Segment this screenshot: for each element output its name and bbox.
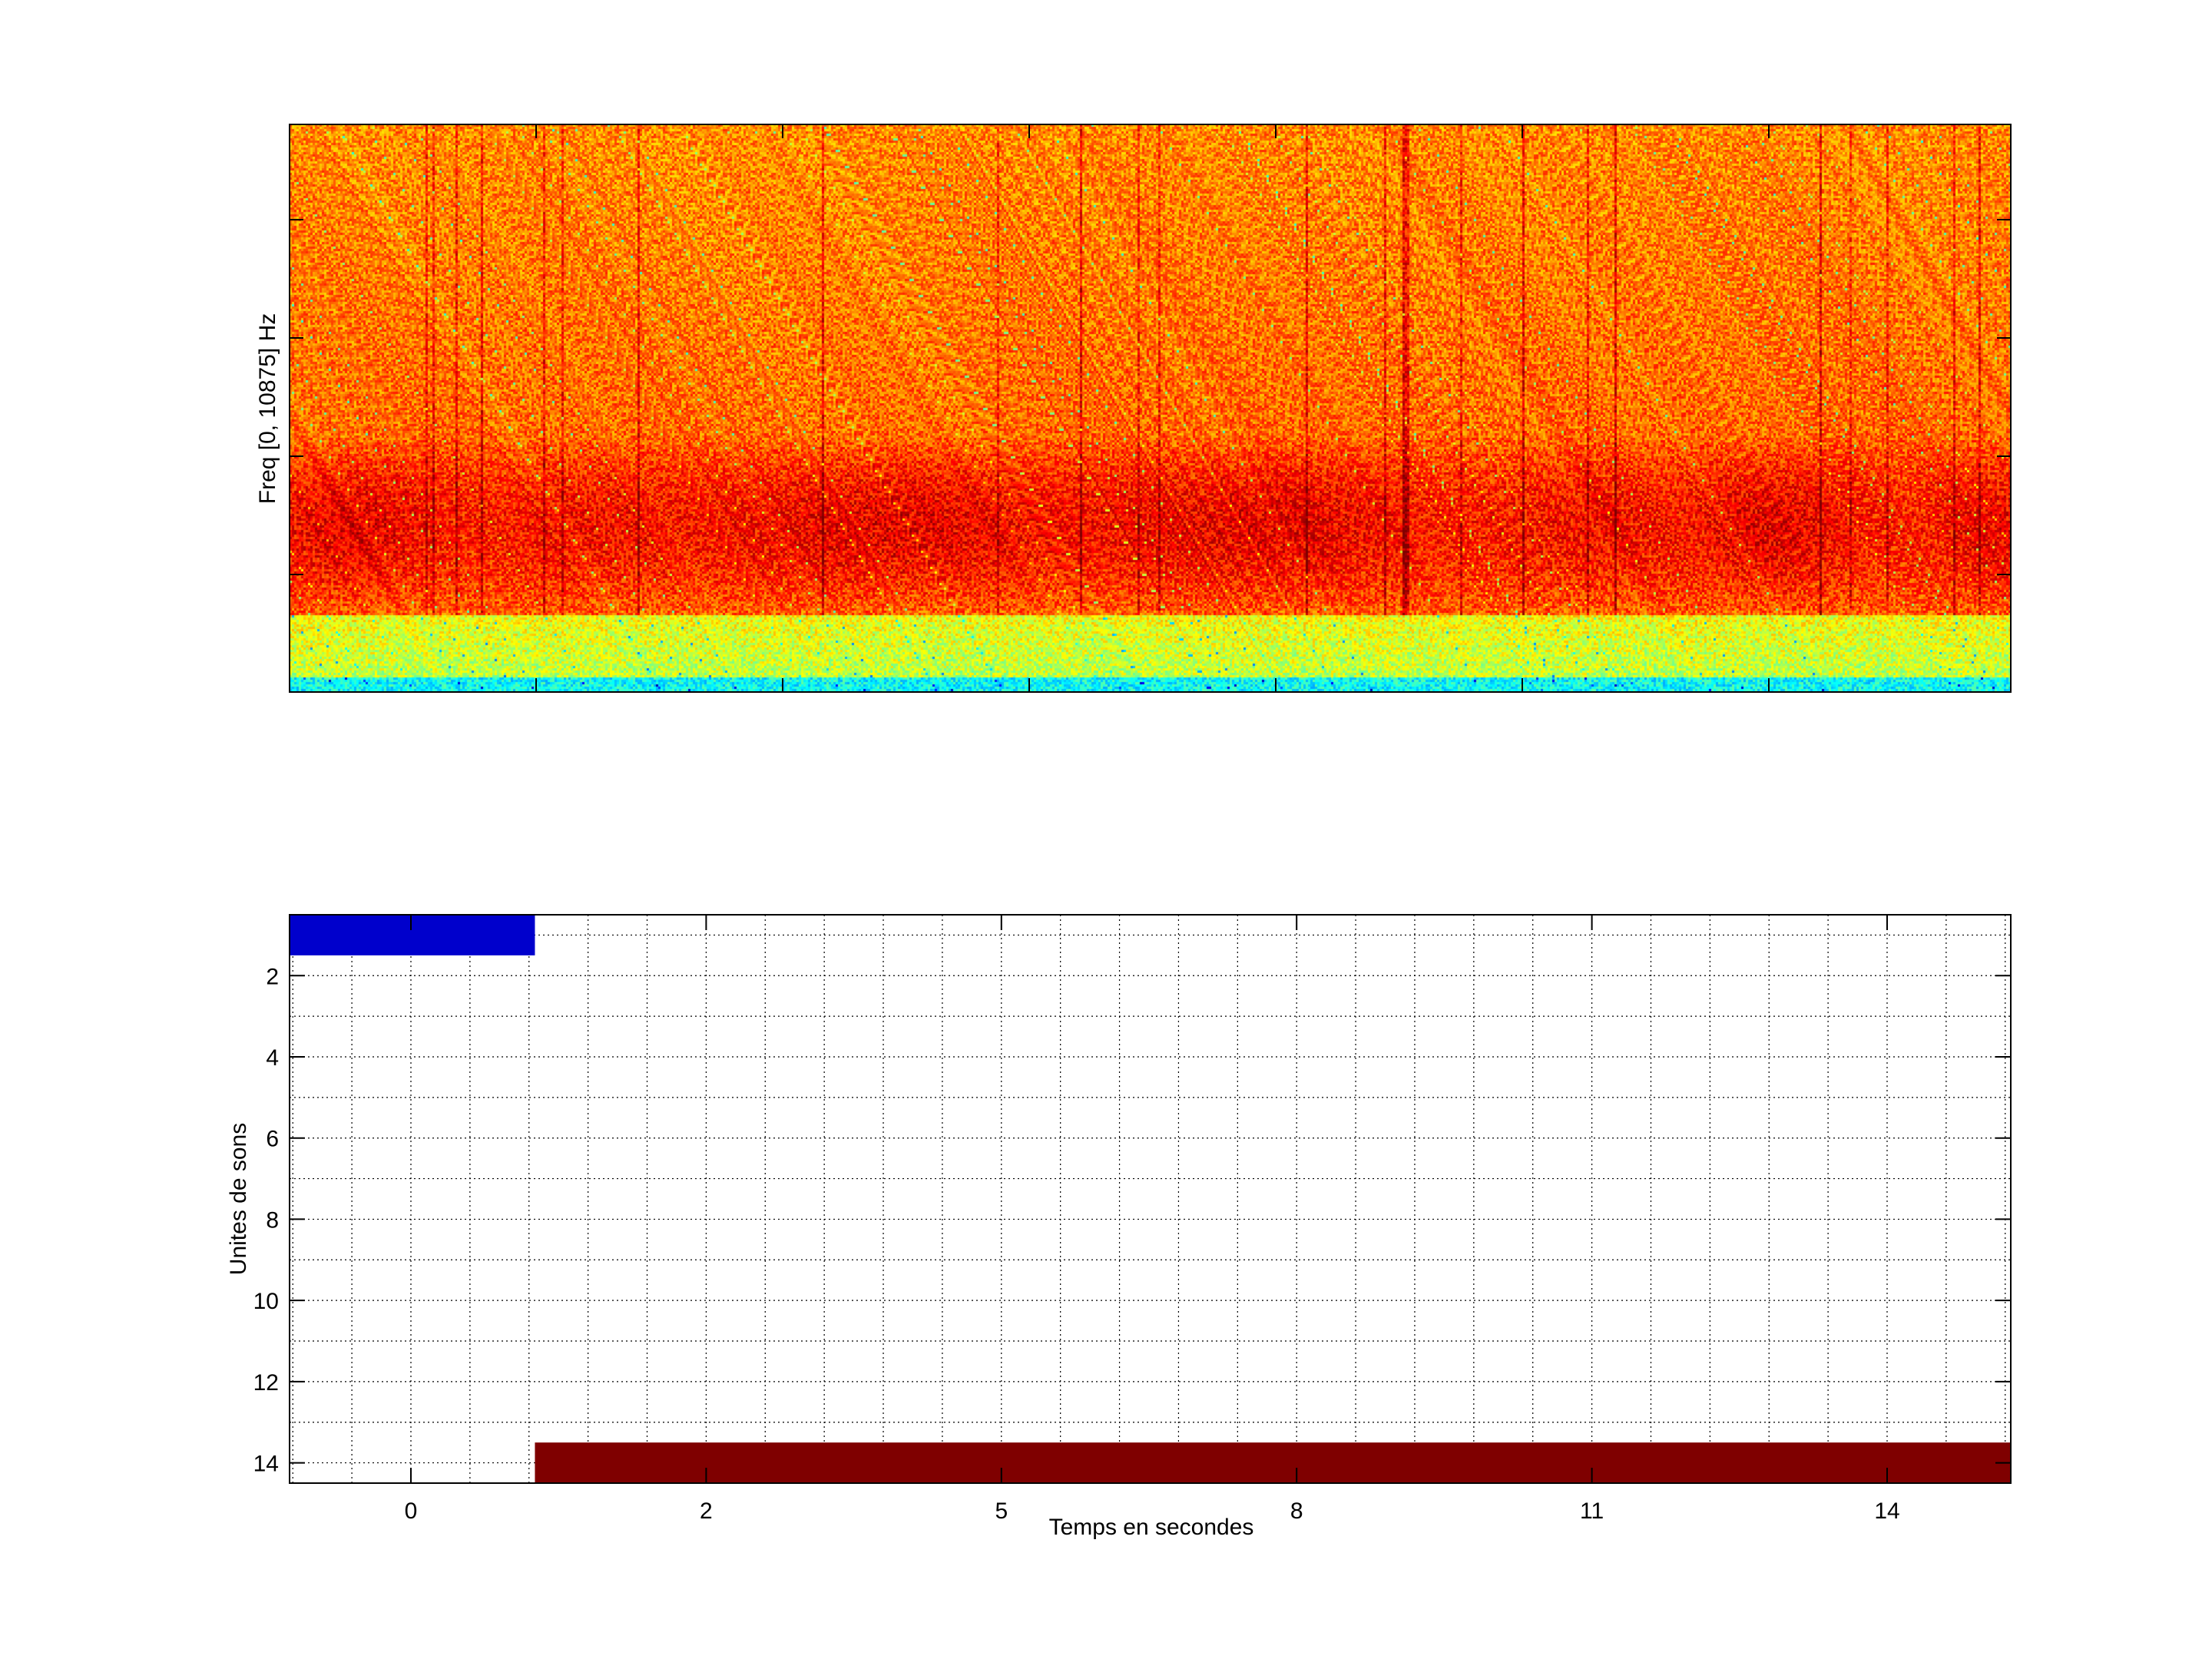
y-tick-label: 4: [266, 1045, 279, 1071]
y-tick-label: 6: [266, 1127, 279, 1152]
sound-units-ylabel: Unites de sons: [226, 1123, 251, 1275]
segment-unit-1: [290, 915, 535, 955]
y-tick-label: 2: [266, 964, 279, 989]
spectrogram-image: [290, 124, 2011, 692]
x-tick-label: 14: [1874, 1498, 1899, 1524]
y-tick-label: 8: [266, 1207, 279, 1233]
y-tick-label: 14: [253, 1452, 279, 1477]
sound-units-axes-frame: [289, 914, 2012, 1484]
x-tick-label: 2: [700, 1498, 713, 1524]
segments: [290, 915, 2011, 1483]
segment-unit-14: [535, 1442, 2011, 1483]
x-tick-label: 0: [405, 1498, 418, 1524]
y-tick-label: 10: [253, 1289, 279, 1314]
spectrogram-axes: Freq [0, 10875] Hz: [255, 124, 2012, 693]
sound-units-axes: 0 2 5 8 11 14 2 4 6 8 10 12 14 Unites de sons Temps …: [226, 914, 2012, 1540]
sound-units-ticks: 0 2 5 8 11 14 2 4 6 8 10 12 14: [253, 915, 2011, 1524]
spectrogram-axes-frame: [289, 124, 2012, 693]
spectrogram-ylabel: Freq [0, 10875] Hz: [255, 313, 280, 504]
x-tick-label: 5: [995, 1498, 1008, 1524]
y-tick-label: 12: [253, 1370, 279, 1396]
sound-units-xlabel: Temps en secondes: [1049, 1515, 1254, 1540]
spectrogram-ticks: [290, 124, 2011, 692]
sound-units-background: [290, 915, 2011, 1483]
x-tick-label: 8: [1290, 1498, 1303, 1524]
grid: [290, 915, 2011, 1483]
x-tick-label: 11: [1580, 1498, 1604, 1524]
